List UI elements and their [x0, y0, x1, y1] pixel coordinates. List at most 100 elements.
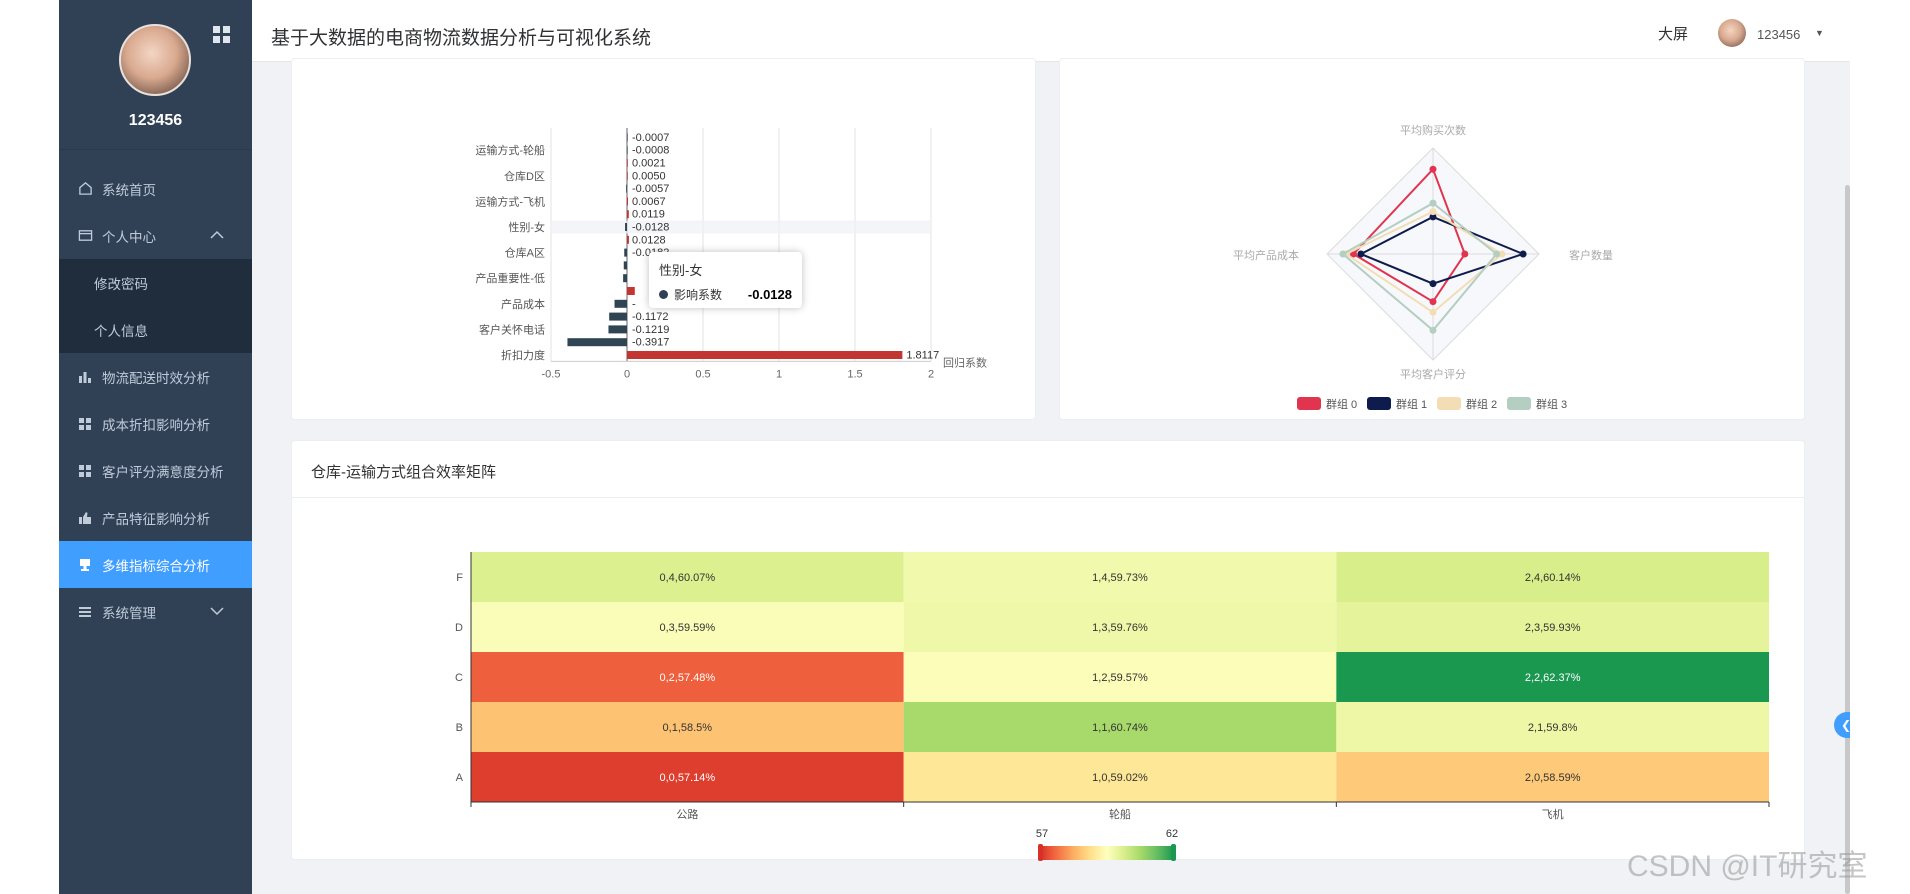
heatmap-cell-label: 0,1,58.5%	[663, 722, 713, 734]
cluster-radar-card: 平均购买次数 客户数量 平均客户评分 平均产品成本 群组 0 群组 1 群组 2 群组 3	[1059, 58, 1805, 420]
radar-point	[1461, 250, 1469, 258]
tooltip-title: 性别-女	[659, 263, 703, 278]
bar-value-label: 0.0128	[632, 234, 666, 246]
bar	[627, 287, 635, 295]
sidebar-item-personal-info[interactable]: 个人信息	[59, 306, 252, 353]
caret-down-icon[interactable]: ▼	[1815, 28, 1824, 38]
sidebar-item-home[interactable]: 系统首页	[59, 165, 252, 212]
radar-point	[1357, 250, 1365, 258]
bar	[623, 261, 627, 270]
heatmap-cell	[471, 652, 904, 702]
radar-indicator-label: 平均产品成本	[1233, 248, 1299, 262]
chevron-down-icon	[210, 605, 224, 619]
app-frame: 123456 系统首页 个人中心 修改密码	[59, 0, 1850, 894]
x-category-label: 飞机	[1542, 807, 1564, 821]
sidebar-username: 123456	[128, 112, 183, 129]
user-avatar[interactable]	[1718, 19, 1746, 47]
bar-value-label: 0.0119	[632, 209, 665, 221]
hover-band	[551, 220, 931, 234]
sidebar-item-personal-center[interactable]: 个人中心	[59, 212, 252, 259]
efficiency-heatmap: 0,4,60.07% 1,4,59.73% 2,4,60.14% 0,3,59.59%…	[455, 552, 1770, 861]
heatmap-cell-label: 0,2,57.48%	[660, 672, 716, 684]
legend-swatch	[1367, 397, 1391, 410]
heatmap-cell-label: 0,4,60.07%	[660, 572, 716, 584]
sidebar-item-multi-metric[interactable]: 多维指标综合分析	[59, 541, 252, 588]
sidebar: 123456 系统首页 个人中心 修改密码	[59, 0, 252, 894]
big-screen-link[interactable]: 大屏	[1658, 26, 1689, 43]
x-tick-label: -0.5	[542, 368, 561, 380]
y-category-label: B	[456, 722, 463, 734]
radar-point	[1493, 250, 1501, 258]
visualmap-handle	[1038, 844, 1043, 861]
x-tick-label: 0.5	[695, 368, 710, 380]
sidebar-item-label: 多维指标综合分析	[102, 558, 210, 574]
apps-grid-icon[interactable]	[213, 26, 231, 44]
efficiency-matrix-card: 仓库-运输方式组合效率矩阵 0,4,60.07% 1,4,59.73% 2,4,60…	[291, 440, 1805, 861]
y-category-label: 运输方式-轮船	[475, 143, 545, 157]
bar	[626, 133, 628, 142]
sidebar-item-customer-rating[interactable]: 客户评分满意度分析	[59, 447, 252, 494]
y-category-label: 仓库A区	[505, 246, 545, 260]
chevron-up-icon	[210, 229, 224, 243]
bar	[614, 299, 627, 308]
visualmap-handle	[1171, 844, 1176, 861]
y-category-label: F	[456, 572, 463, 584]
sidebar-item-label: 物流配送时效分析	[102, 370, 210, 386]
bar	[626, 184, 627, 193]
sidebar-item-product-feature[interactable]: 产品特征影响分析	[59, 494, 252, 541]
bar	[627, 171, 628, 180]
heatmap-cell	[471, 702, 904, 752]
heatmap-cell-label: 2,4,60.14%	[1525, 572, 1581, 584]
bar	[627, 159, 628, 167]
bar	[627, 210, 629, 219]
legend-swatch	[1437, 397, 1461, 410]
heatmap-cell	[903, 552, 1337, 602]
thumb-icon	[77, 510, 93, 526]
radar-point	[1429, 280, 1437, 288]
heatmap-cell-label: 1,0,59.02%	[1092, 772, 1148, 784]
tooltip-series-name: 影响系数	[674, 288, 723, 302]
bar	[627, 235, 629, 244]
radar-point	[1429, 298, 1437, 306]
bar	[608, 325, 627, 334]
sidebar-item-cost-discount[interactable]: 成本折扣影响分析	[59, 400, 252, 447]
visualmap-max-label: 62	[1166, 828, 1178, 840]
radar-indicator-label: 客户数量	[1569, 248, 1613, 262]
bar	[627, 197, 629, 206]
sidebar-item-system-management[interactable]: 系统管理	[59, 588, 252, 635]
sidebar-item-change-password[interactable]: 修改密码	[59, 259, 252, 306]
collapse-tab-chevron-left-icon[interactable]: ❮	[1834, 712, 1850, 738]
heatmap-cell-label: 1,2,59.57%	[1092, 672, 1148, 684]
bar-value-label: -	[632, 298, 636, 310]
page-scrollbar[interactable]	[1845, 185, 1850, 894]
avatar[interactable]	[119, 24, 191, 96]
heatmap-cell-label: 2,2,62.37%	[1525, 672, 1581, 684]
visualmap-min-label: 57	[1036, 828, 1048, 840]
bar-value-label: -0.1172	[632, 311, 669, 323]
heatmap-cell	[471, 552, 904, 602]
heatmap-title: 仓库-运输方式组合效率矩阵	[311, 464, 496, 481]
grid-icon	[77, 416, 93, 432]
radar-point	[1429, 308, 1437, 316]
sidebar-item-label: 系统管理	[102, 605, 156, 621]
y-category-label: 性别-女	[508, 220, 545, 234]
legend-swatch	[1297, 397, 1321, 410]
heatmap-cell-label: 2,0,58.59%	[1525, 772, 1581, 784]
y-category-label: 仓库D区	[504, 169, 545, 183]
sidebar-item-label: 系统首页	[102, 182, 156, 198]
heatmap-cell	[903, 652, 1337, 702]
heatmap-cell-label: 1,4,59.73%	[1092, 572, 1148, 584]
card-divider	[292, 497, 1804, 498]
radar-point	[1498, 250, 1506, 258]
page-title: 基于大数据的电商物流数据分析与可视化系统	[271, 28, 652, 49]
y-category-label: 客户关怀电话	[479, 322, 545, 336]
bar	[567, 338, 627, 347]
heatmap-cell	[903, 602, 1337, 652]
sidebar-item-label: 产品特征影响分析	[102, 511, 210, 527]
bar-value-label: -0.0007	[632, 132, 669, 144]
sidebar-item-delivery-analysis[interactable]: 物流配送时效分析	[59, 353, 252, 400]
top-bar: 基于大数据的电商物流数据分析与可视化系统 大屏 123456 ▼	[252, 0, 1850, 62]
user-dropdown[interactable]: 123456	[1757, 27, 1801, 42]
y-category-label: 产品成本	[501, 297, 545, 311]
